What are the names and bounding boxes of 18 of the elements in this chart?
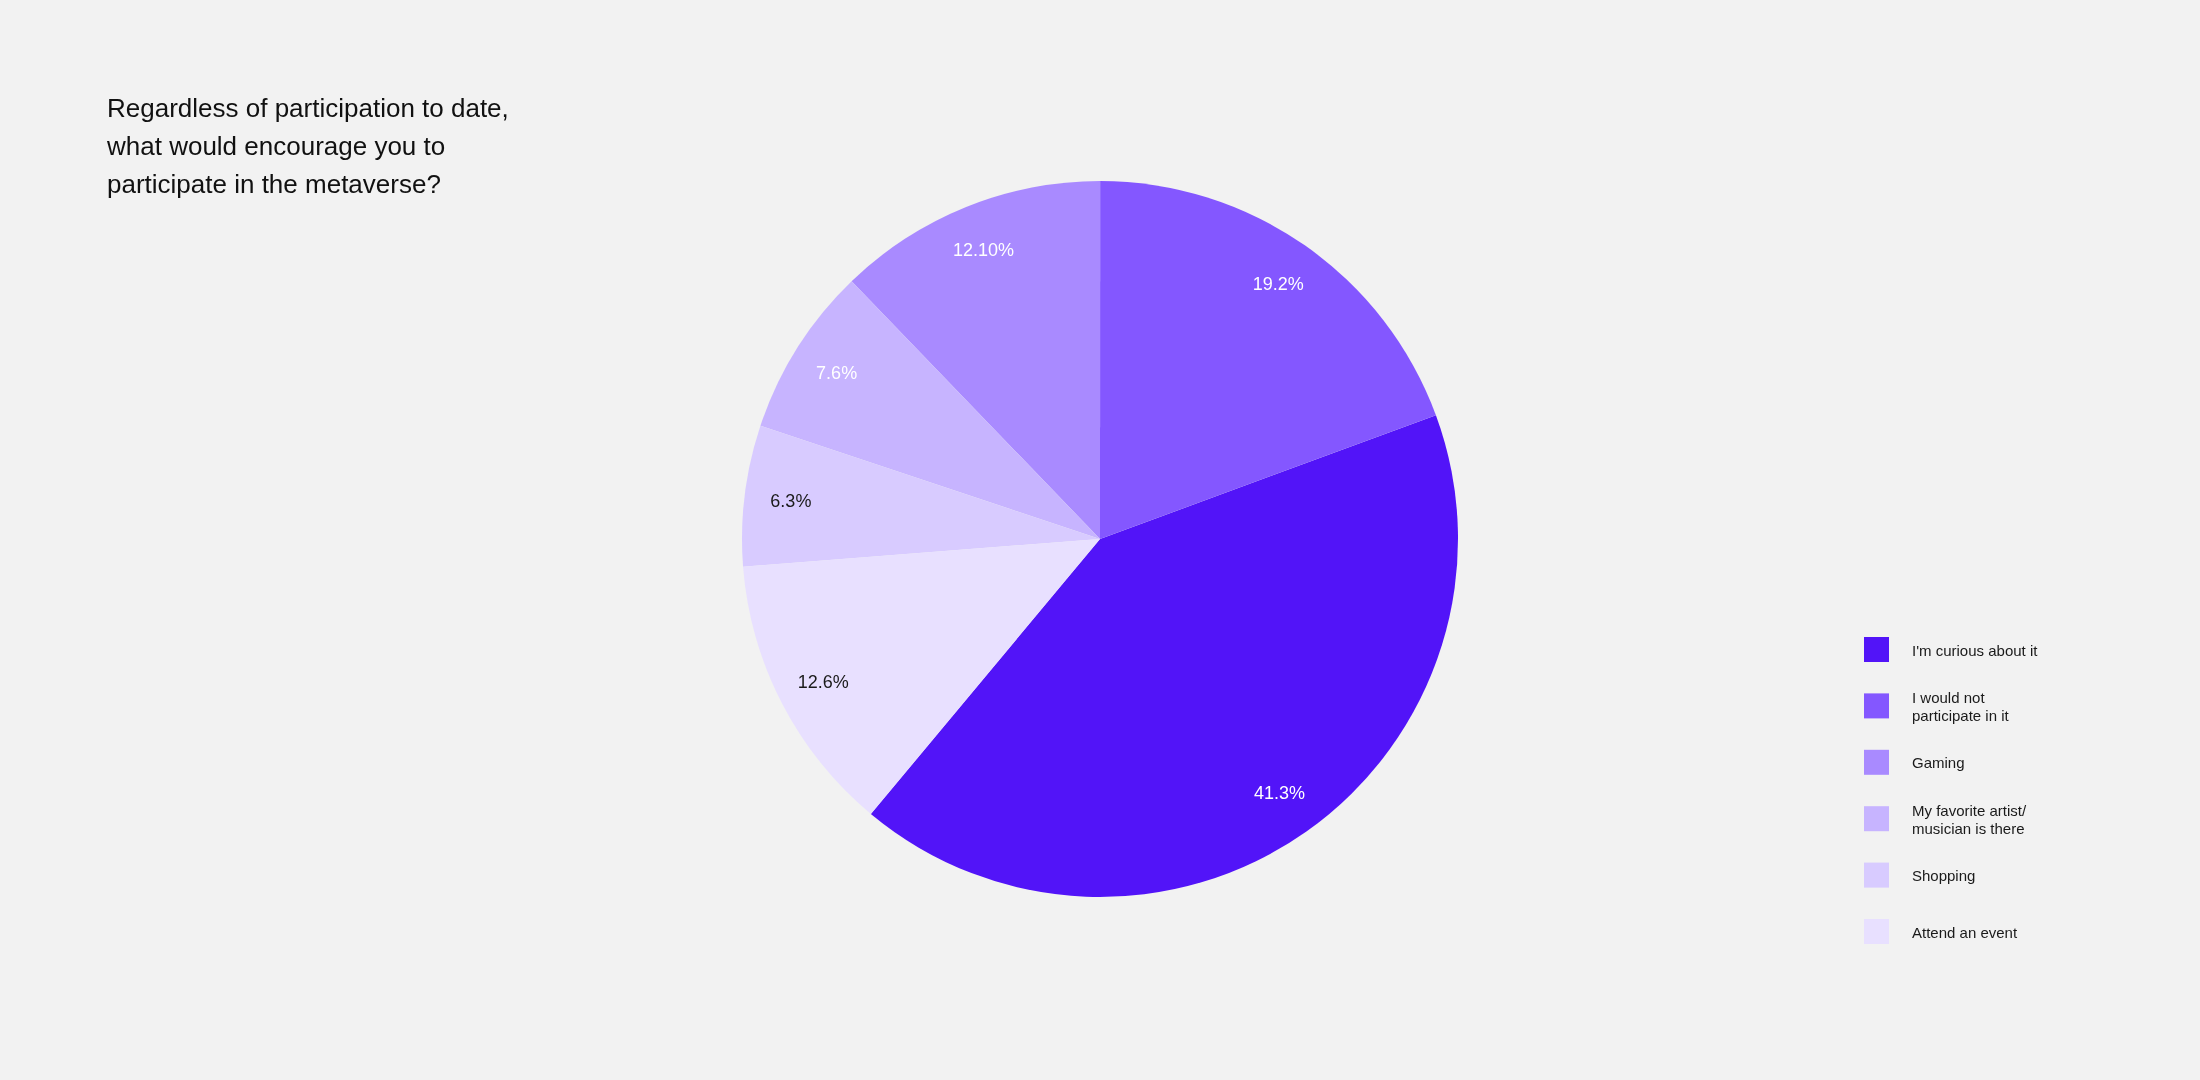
data-label: 6.3%: [770, 490, 812, 511]
data-label: 7.6%: [816, 362, 858, 383]
legend-label: Attend an event: [1912, 923, 2018, 940]
legend-label: I'm curious about it: [1912, 641, 2039, 658]
legend-label: I would not participate in it: [1912, 688, 2010, 724]
data-label: 12.10%: [953, 240, 1015, 261]
pie-slice: [743, 539, 1100, 815]
legend-label: Gaming: [1912, 753, 1965, 771]
data-label: 12.6%: [797, 671, 849, 692]
pie-slice: [760, 281, 1100, 539]
data-label: 41.3%: [1254, 783, 1306, 804]
pie-slice: [1100, 181, 1436, 539]
pie-slice: [870, 415, 1458, 897]
legend-label: My favorite artist/musician is there: [1912, 801, 2028, 837]
data-label: 19.2%: [1252, 273, 1304, 294]
pie-slice: [742, 425, 1100, 567]
legend-label: Shopping: [1912, 866, 1976, 884]
text: Regardless of participation to date, what would encourage you to participate in the metaverse?: [106, 93, 509, 199]
